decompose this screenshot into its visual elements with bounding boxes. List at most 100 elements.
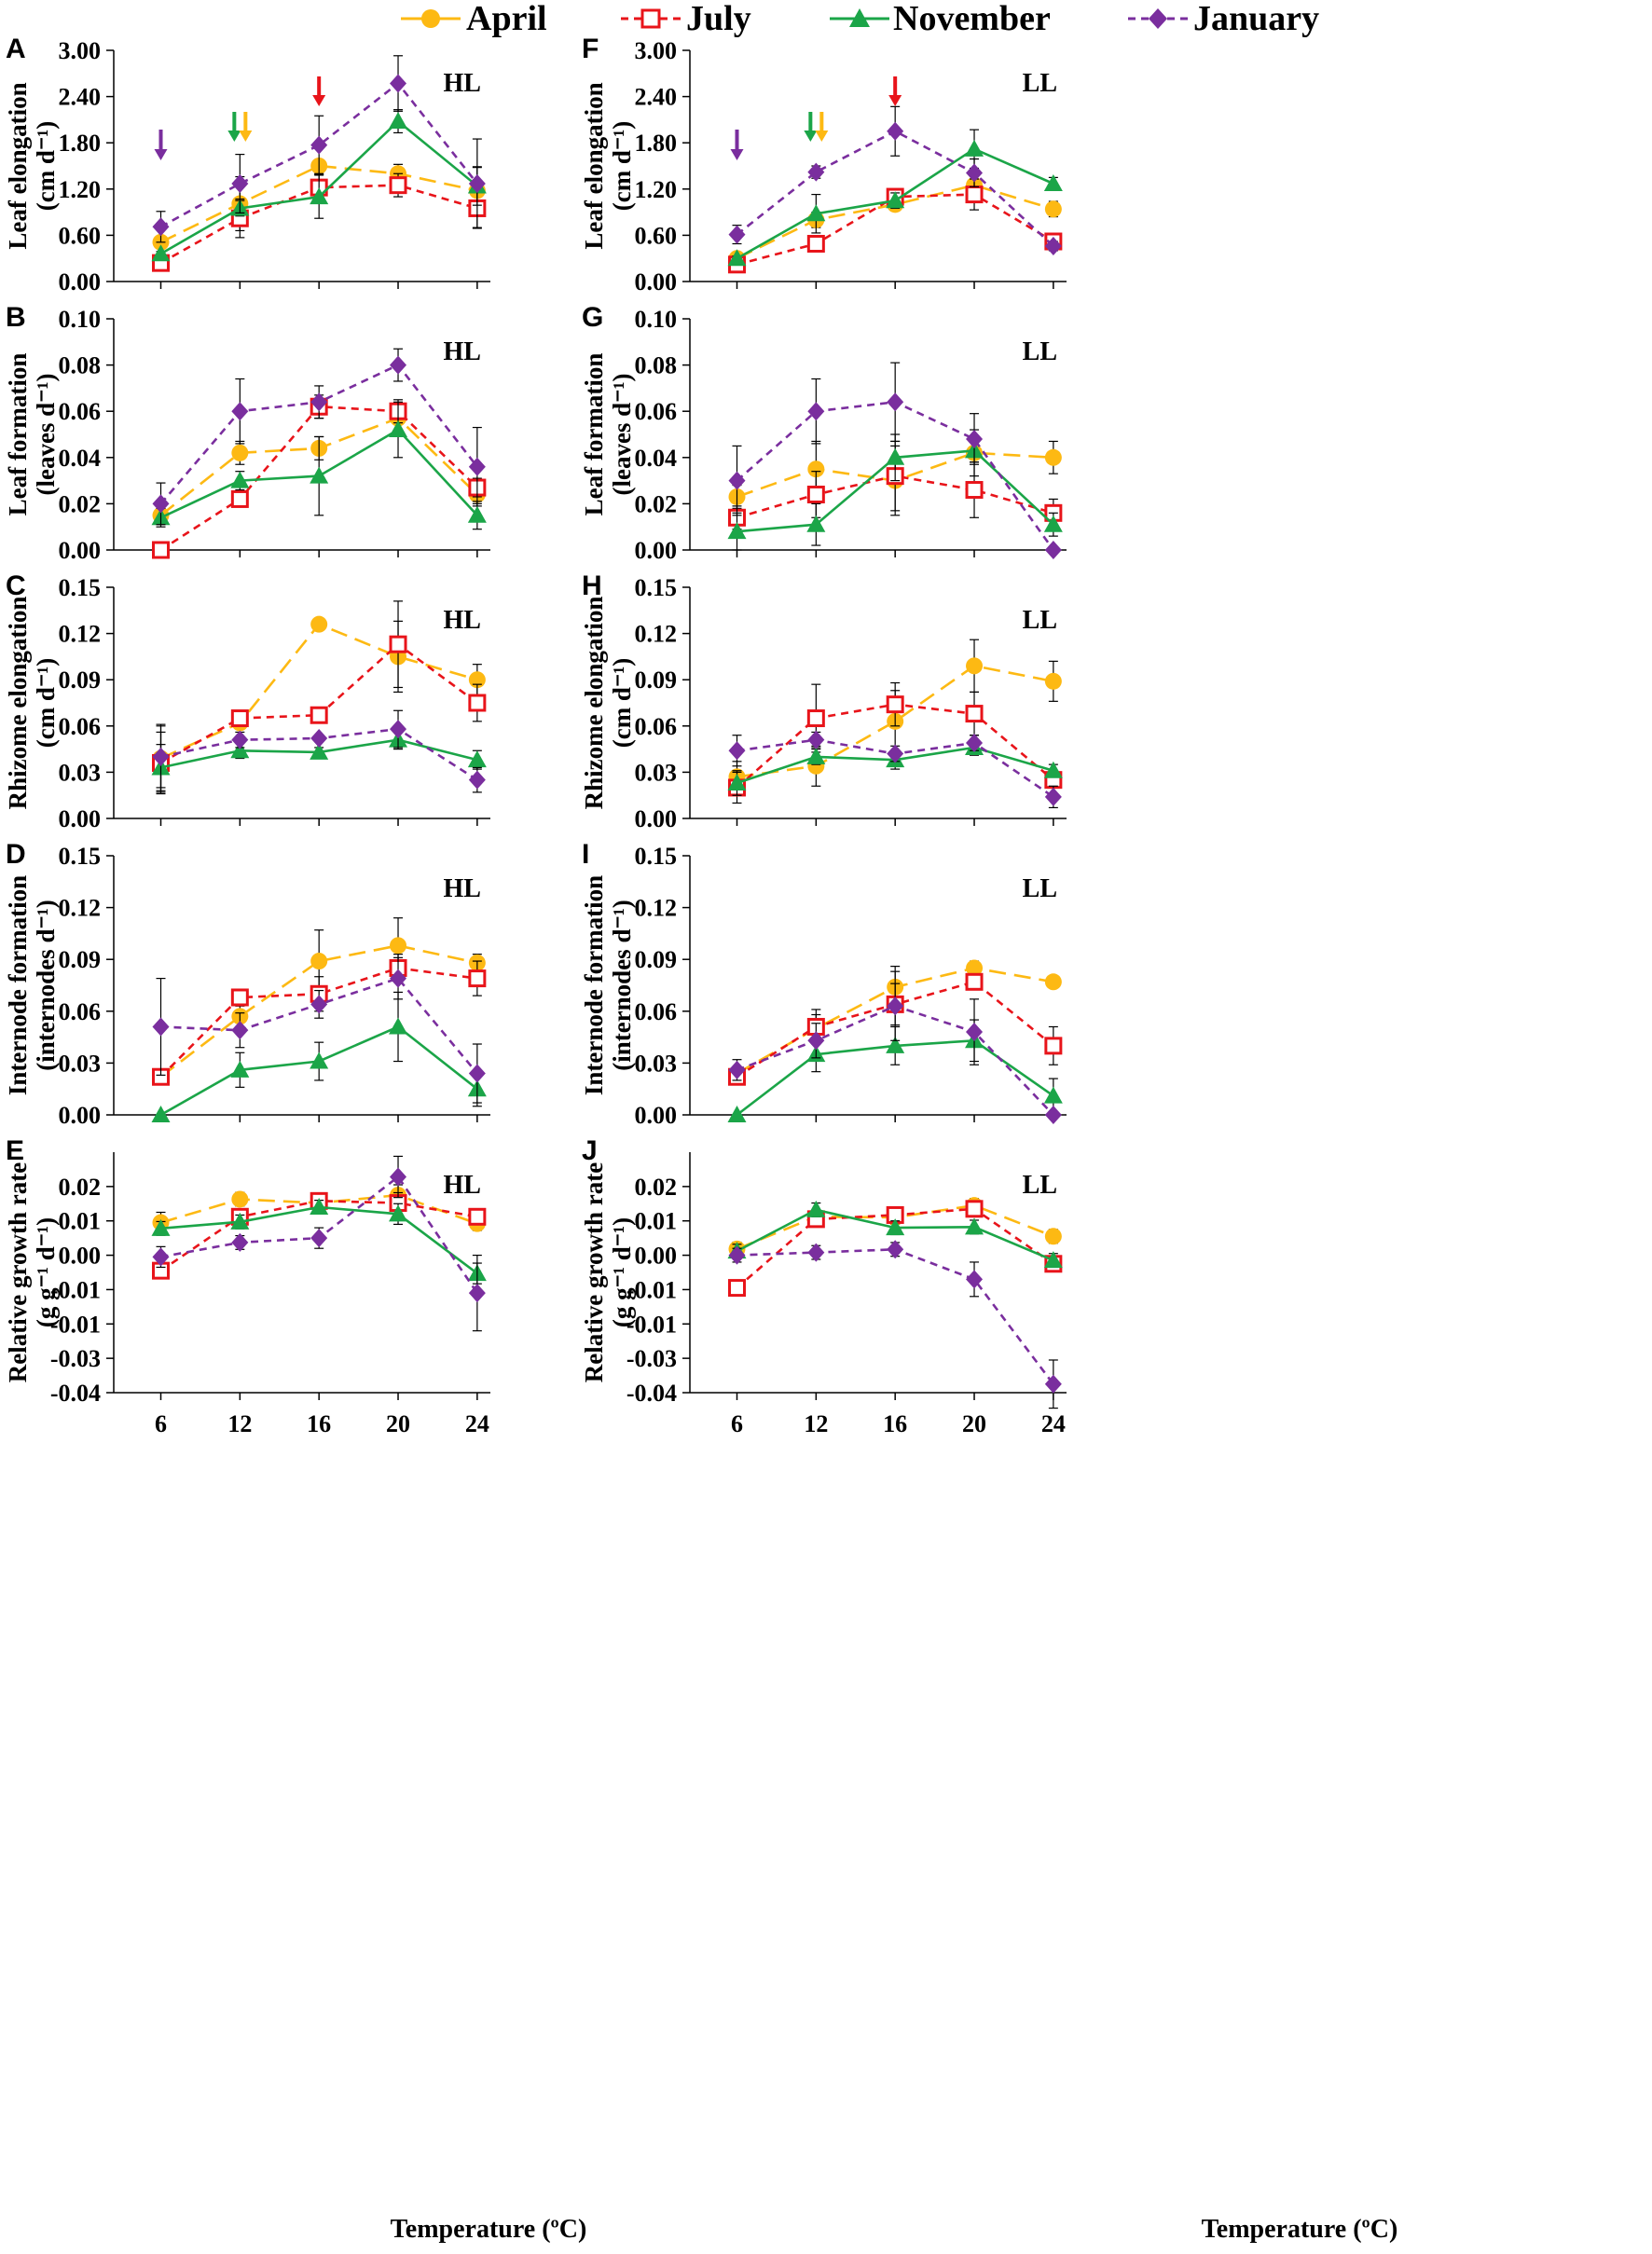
series-line <box>736 184 1054 260</box>
y-tick-label: 2.40 <box>59 84 102 111</box>
panel-J: -0.04 -0.03 -0.01 -0.01 0.00 0.01 0.02 6 12 16 20 2… <box>580 1135 1067 1437</box>
data-point <box>1044 200 1062 218</box>
x-tick-label: 12 <box>227 1410 252 1437</box>
data-point <box>966 429 984 448</box>
y-tick-label: 0.12 <box>635 621 678 648</box>
y-tick-label: 0.01 <box>59 1208 102 1235</box>
y-tick-label: 0.00 <box>59 1102 102 1129</box>
y-tick-label: 0.03 <box>635 759 678 786</box>
x-tick-label: 12 <box>804 1410 828 1437</box>
y-tick-label: -0.03 <box>50 1345 101 1372</box>
data-point <box>151 1218 171 1236</box>
data-point <box>151 1106 171 1122</box>
y-axis-unit: (cm d⁻¹) <box>32 658 60 749</box>
data-point <box>310 953 328 970</box>
y-tick-label: 0.09 <box>59 667 102 694</box>
data-point <box>152 541 170 559</box>
panel-I: 0.00 0.03 0.06 0.09 0.12 0.15 I LL Internode for… <box>580 839 1067 1129</box>
panel-G: 0.00 0.02 0.04 0.06 0.08 0.10 G LL Leaf formatio… <box>580 302 1067 564</box>
data-point <box>887 392 904 412</box>
data-point <box>231 174 249 194</box>
y-tick-label: 0.10 <box>635 306 678 333</box>
data-point <box>728 225 746 244</box>
data-point <box>230 471 250 488</box>
data-point <box>887 121 904 141</box>
data-point <box>390 74 407 93</box>
y-tick-label: 0.15 <box>635 843 678 870</box>
y-axis-unit: (cm d⁻¹) <box>32 121 60 212</box>
data-point <box>231 1232 249 1252</box>
series-january <box>728 730 1062 809</box>
y-tick-label: -0.04 <box>50 1380 101 1407</box>
series-january <box>152 1155 486 1332</box>
data-point <box>310 742 329 760</box>
data-point <box>310 187 329 205</box>
arrow-head <box>312 95 326 106</box>
panel-D: 0.00 0.03 0.06 0.09 0.12 0.15 D HL Internode for… <box>4 839 490 1129</box>
optimum-arrow <box>239 112 253 142</box>
data-point <box>728 1245 746 1265</box>
panel-F: 0.00 0.60 1.20 1.80 2.40 3.00 F LL Leaf elongati… <box>580 34 1067 295</box>
y-axis-label: Relative growth rate <box>580 1162 608 1382</box>
x-tick-label: 16 <box>883 1410 907 1437</box>
data-point <box>468 1284 486 1303</box>
data-point <box>965 139 984 157</box>
data-point <box>966 959 984 977</box>
legend-january-label: January <box>1193 0 1319 38</box>
panel-H: 0.00 0.03 0.06 0.09 0.12 0.15 H LL Rhizome elong… <box>580 570 1067 832</box>
data-point <box>390 355 407 375</box>
y-tick-label: 1.20 <box>635 176 678 203</box>
x-tick-label: 16 <box>307 1410 331 1437</box>
data-point <box>727 522 747 540</box>
data-point <box>965 481 984 500</box>
y-tick-label: 0.00 <box>635 805 678 832</box>
y-tick-label: 0.04 <box>59 445 102 472</box>
data-point <box>1043 1086 1063 1104</box>
y-tick-label: 0.00 <box>59 1243 102 1270</box>
panel-letter: D <box>6 839 26 870</box>
series-april <box>152 615 486 793</box>
panel-letter: J <box>582 1135 598 1166</box>
data-point <box>1044 541 1062 559</box>
y-tick-label: 0.03 <box>59 759 102 786</box>
legend-july-label: July <box>686 0 751 38</box>
y-axis-unit: (leaves d⁻¹) <box>608 373 636 495</box>
arrow-head <box>804 131 818 142</box>
data-point <box>310 1051 329 1069</box>
data-point <box>965 1217 984 1235</box>
arrow-head <box>730 149 744 160</box>
data-point <box>966 163 984 183</box>
series-january <box>728 970 1062 1124</box>
y-tick-label: 2.40 <box>635 84 678 111</box>
series-line <box>159 967 478 1079</box>
data-point <box>806 485 825 503</box>
panel-A: 0.00 0.60 1.20 1.80 2.40 3.00 A HL Leaf elongati… <box>4 34 490 295</box>
data-point <box>231 1021 249 1040</box>
data-point <box>467 505 487 523</box>
light-tag: HL <box>444 1171 481 1200</box>
data-point <box>1043 761 1063 778</box>
data-point <box>390 1167 407 1187</box>
y-tick-label: 0.02 <box>635 1174 678 1201</box>
panel-letter: I <box>582 839 589 870</box>
light-tag: HL <box>444 337 481 366</box>
y-axis-label: Leaf formation <box>4 353 32 516</box>
data-point <box>468 1064 486 1083</box>
y-tick-label: 0.09 <box>59 946 102 973</box>
y-tick-label: 0.01 <box>635 1208 678 1235</box>
y-axis-unit: (g g⁻¹ d⁻¹) <box>32 1217 60 1327</box>
y-tick-label: 0.00 <box>59 805 102 832</box>
data-point <box>389 1017 408 1035</box>
optimum-arrow <box>804 112 818 142</box>
data-point <box>467 750 487 768</box>
y-axis-unit: (internodes d⁻¹) <box>32 900 60 1071</box>
x-tick-label: 20 <box>386 1410 410 1437</box>
y-tick-label: 0.15 <box>59 843 102 870</box>
data-point <box>807 402 825 421</box>
optimum-arrow <box>312 76 326 106</box>
arrow-head <box>888 95 902 106</box>
data-point <box>390 937 407 955</box>
data-point <box>1043 1251 1063 1269</box>
y-tick-label: 1.80 <box>59 130 102 157</box>
data-point <box>965 186 984 204</box>
